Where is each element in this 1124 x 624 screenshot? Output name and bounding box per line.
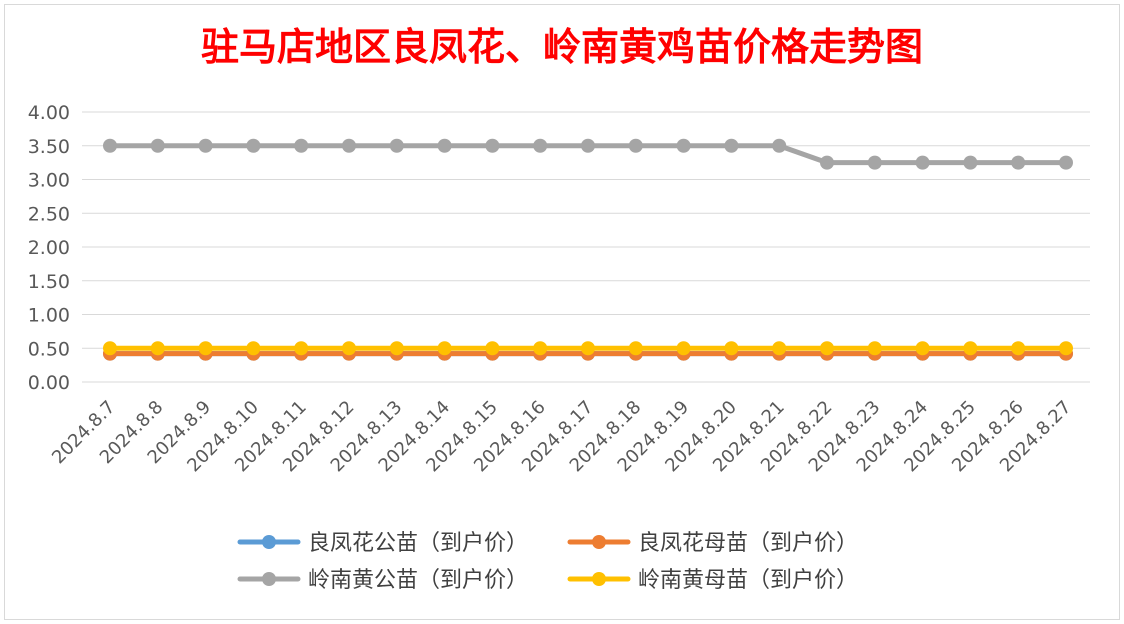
data-point [581,138,595,153]
legend-item: 岭南黄公苗（到户价） [237,568,528,593]
legend-item: 良凤花公苗（到户价） [237,531,528,556]
data-point [342,341,356,356]
data-point [198,138,213,153]
data-point [103,138,117,153]
data-point [1059,341,1073,356]
y-axis-tick-labels: 0.00 0.50 1.00 1.50 2.00 2.50 3.00 3.50 4.00 [28,102,70,394]
data-point [724,138,739,153]
data-point [963,155,978,170]
data-point [294,138,309,153]
y-tick-label: 4.00 [28,102,70,124]
series-3 [103,138,1073,170]
data-point [676,341,691,356]
data-point [867,155,882,170]
data-point [772,138,787,153]
data-point [963,341,978,356]
data-point [294,341,309,356]
legend-label: 良凤花母苗（到户价） [638,531,858,556]
data-point [1011,341,1026,356]
data-point [581,341,595,356]
legend-swatch-marker [592,535,606,549]
data-point [150,138,165,153]
data-point [1011,155,1026,170]
y-tick-label: 1.00 [28,305,70,327]
data-point [915,155,930,170]
data-point [437,138,452,153]
data-point [389,341,404,356]
legend-swatch-marker [262,535,276,549]
data-point [246,138,261,153]
data-point [150,341,165,356]
data-point [820,341,834,356]
data-point [485,341,500,356]
y-tick-label: 3.00 [28,170,70,192]
chart-frame [4,4,1120,620]
data-point [628,341,643,356]
data-point [915,341,930,356]
data-point [246,341,261,356]
y-tick-label: 2.00 [28,237,70,259]
y-tick-label: 0.50 [28,338,70,360]
data-point [772,341,787,356]
data-point [103,341,117,356]
series-4 [103,341,1073,356]
legend-label: 岭南黄母苗（到户价） [638,568,858,593]
chart-title: 驻马店地区良凤花、岭南黄鸡苗价格走势图 [201,24,923,69]
data-point [533,341,548,356]
legend-swatch-marker [262,572,276,586]
data-point [342,138,356,153]
y-tick-label: 2.50 [28,203,70,225]
legend: 良凤花公苗（到户价） 良凤花母苗（到户价） 岭南黄公苗（到户价） 岭南黄母苗（到户价） [237,531,858,593]
data-point [198,341,213,356]
data-point [820,155,834,170]
data-point [1059,155,1073,170]
data-point [628,138,643,153]
y-tick-label: 3.50 [28,136,70,158]
data-point [437,341,452,356]
series-lines [103,138,1073,361]
data-point [724,341,739,356]
y-tick-label: 0.00 [28,372,70,394]
legend-item: 良凤花母苗（到户价） [567,531,858,556]
legend-label: 岭南黄公苗（到户价） [308,568,528,593]
legend-swatch-marker [592,572,606,586]
data-point [867,341,882,356]
data-point [533,138,548,153]
data-point [389,138,404,153]
data-point [485,138,500,153]
data-point [676,138,691,153]
y-tick-label: 1.50 [28,271,70,293]
legend-label: 良凤花公苗（到户价） [308,531,528,556]
legend-item: 岭南黄母苗（到户价） [567,568,858,593]
